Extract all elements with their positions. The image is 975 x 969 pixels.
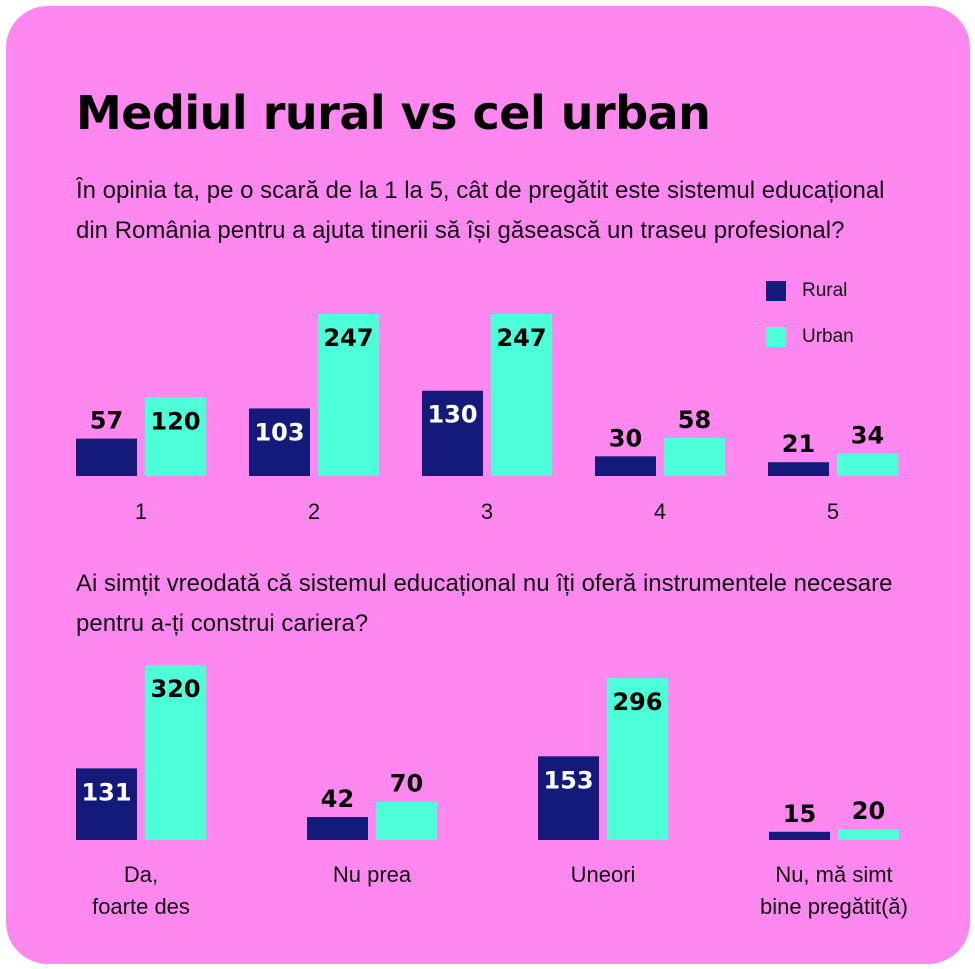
bar-urban-3 [491, 314, 552, 476]
data-label-urban-1: 120 [150, 407, 200, 435]
data-label-urban-1: 320 [150, 675, 200, 703]
data-label-rural-4: 15 [783, 800, 816, 828]
category-label-5: 5 [827, 499, 839, 524]
bar-urban-1 [145, 397, 206, 476]
data-label-urban-4: 58 [678, 406, 711, 434]
data-label-urban-3: 296 [612, 688, 662, 716]
legend-swatch-rural [766, 281, 786, 301]
bar-rural-2 [307, 817, 368, 840]
legend-swatch-urban [766, 327, 786, 347]
chart-2: 131 320 Da, foarte des 42 70 Nu prea 153 296 Uneo… [76, 665, 908, 919]
data-label-rural-2: 103 [254, 418, 304, 446]
legend-label-rural: Rural [802, 280, 848, 301]
legend-item-rural: Rural [766, 280, 847, 302]
chart-2-question: Ai simțit vreodată că sistemul educațion… [76, 570, 893, 637]
data-label-rural-3: 130 [427, 401, 477, 429]
bar-rural-2 [249, 408, 310, 476]
page-title: Mediul rural vs cel urban [76, 86, 711, 140]
data-label-rural-5: 21 [782, 430, 815, 458]
bar-urban-2 [318, 314, 379, 476]
data-label-urban-2: 247 [323, 324, 373, 352]
data-label-rural-2: 42 [321, 785, 354, 813]
bar-urban-2 [376, 801, 437, 840]
legend-item-urban: Urban [766, 326, 854, 348]
category-label-3: 3 [481, 499, 493, 524]
data-label-rural-1: 131 [81, 778, 131, 806]
bar-rural-3 [422, 390, 483, 476]
category-label-3: Uneori [571, 862, 636, 887]
category-label-4: Nu, mă simt bine pregătit(ă) [760, 862, 908, 919]
chart-1: 57 120 1 103 247 2 130 247 3 30 58 4 21 34 5 [76, 314, 898, 524]
bar-rural-1 [76, 438, 137, 476]
bar-rural-4 [769, 831, 830, 840]
data-label-urban-4: 20 [852, 797, 885, 825]
data-label-rural-1: 57 [90, 407, 123, 435]
data-label-rural-3: 153 [543, 766, 593, 794]
bar-urban-4 [664, 437, 725, 476]
chart-1-question: În opinia ta, pe o scară de la 1 la 5, c… [76, 177, 885, 244]
bar-rural-4 [595, 456, 656, 476]
category-label-4: 4 [654, 499, 666, 524]
bar-urban-5 [837, 453, 898, 476]
data-label-urban-5: 34 [851, 422, 884, 450]
data-label-urban-3: 247 [496, 324, 546, 352]
bar-urban-1 [145, 665, 206, 840]
data-label-rural-4: 30 [609, 424, 642, 452]
bar-rural-5 [768, 462, 829, 476]
data-label-urban-2: 70 [390, 770, 423, 798]
bar-rural-3 [538, 756, 599, 840]
category-label-2: Nu prea [333, 862, 412, 887]
legend-label-urban: Urban [802, 326, 854, 347]
category-label-1: Da, foarte des [92, 862, 190, 919]
bar-rural-1 [76, 768, 137, 840]
bar-urban-4 [838, 829, 899, 840]
bar-urban-3 [607, 678, 668, 840]
category-label-1: 1 [135, 499, 147, 524]
category-label-2: 2 [308, 499, 320, 524]
